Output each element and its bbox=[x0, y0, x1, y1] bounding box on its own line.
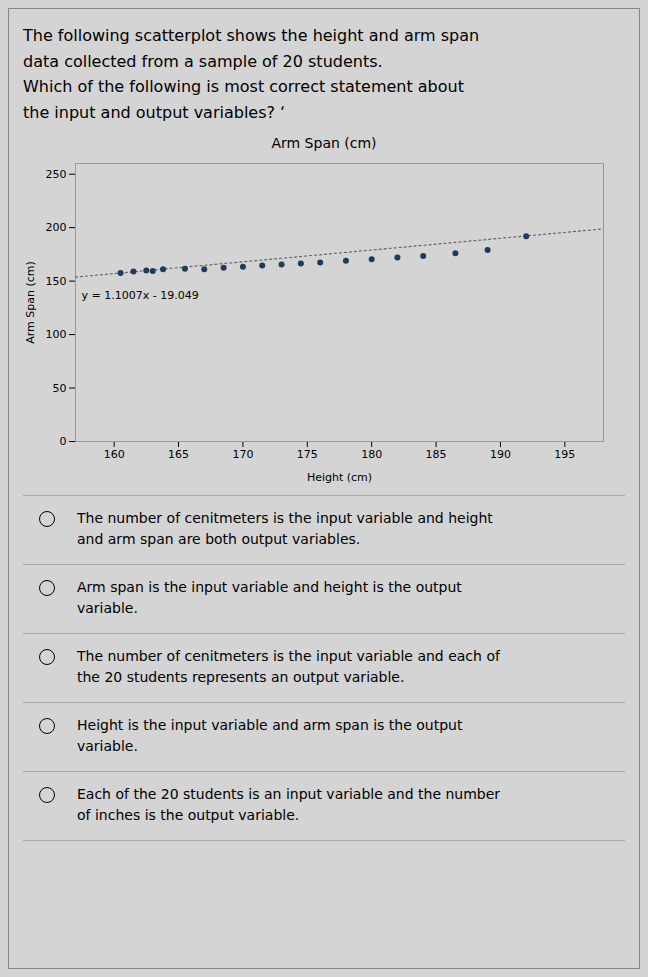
svg-text:195: 195 bbox=[554, 449, 575, 462]
svg-text:Arm Span (cm): Arm Span (cm) bbox=[24, 262, 37, 345]
svg-text:180: 180 bbox=[361, 449, 382, 462]
svg-text:190: 190 bbox=[490, 449, 511, 462]
svg-text:250: 250 bbox=[46, 168, 67, 181]
svg-text:160: 160 bbox=[104, 449, 125, 462]
html-text:Each of the 20 students is an: Each of the 20 students is an input vari… bbox=[77, 786, 501, 824]
svg-text:200: 200 bbox=[46, 222, 67, 235]
html-text:Arm Span (cm): Arm Span (cm) bbox=[271, 135, 377, 152]
svg-text:170: 170 bbox=[232, 449, 253, 462]
html-text:Height is the input variable a: Height is the input variable and arm spa… bbox=[77, 717, 463, 755]
svg-text:50: 50 bbox=[53, 382, 67, 395]
svg-text:150: 150 bbox=[46, 275, 67, 288]
svg-text:100: 100 bbox=[46, 328, 67, 341]
svg-text:175: 175 bbox=[297, 449, 318, 462]
html-text:The number of cenitmeters is t: The number of cenitmeters is the input v… bbox=[77, 510, 493, 548]
html-text:Arm span is the input variable: Arm span is the input variable and heigh… bbox=[77, 579, 462, 617]
svg-text:Height (cm): Height (cm) bbox=[307, 471, 372, 484]
html-text:The following scatterplot show: The following scatterplot shows the heig… bbox=[23, 26, 480, 122]
svg-text:y = 1.1007x - 19.049: y = 1.1007x - 19.049 bbox=[82, 289, 199, 302]
svg-text:165: 165 bbox=[168, 449, 189, 462]
html-text:The number of cenitmeters is t: The number of cenitmeters is the input v… bbox=[77, 648, 500, 686]
svg-text:0: 0 bbox=[60, 435, 67, 448]
svg-text:185: 185 bbox=[426, 449, 447, 462]
